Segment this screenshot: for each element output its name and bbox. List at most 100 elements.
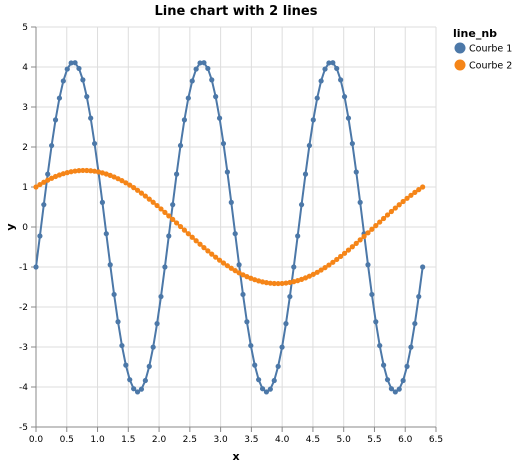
point-courbe-2[interactable] xyxy=(298,276,305,282)
point-courbe-1[interactable] xyxy=(295,233,301,239)
point-courbe-1[interactable] xyxy=(209,77,215,83)
point-courbe-2[interactable] xyxy=(287,279,293,286)
point-courbe-1[interactable] xyxy=(115,319,121,325)
point-courbe-1[interactable] xyxy=(131,386,137,392)
point-courbe-2[interactable] xyxy=(310,271,316,277)
point-courbe-1[interactable] xyxy=(291,264,297,270)
point-courbe-1[interactable] xyxy=(365,262,371,268)
point-courbe-2[interactable] xyxy=(111,174,117,180)
point-courbe-2[interactable] xyxy=(263,280,270,286)
point-courbe-1[interactable] xyxy=(404,363,410,369)
point-courbe-2[interactable] xyxy=(76,168,82,174)
point-courbe-2[interactable] xyxy=(213,254,219,260)
point-courbe-1[interactable] xyxy=(72,60,78,66)
point-courbe-1[interactable] xyxy=(400,377,406,384)
point-courbe-1[interactable] xyxy=(322,66,328,72)
point-courbe-2[interactable] xyxy=(267,280,273,286)
point-courbe-2[interactable] xyxy=(400,198,406,205)
point-courbe-1[interactable] xyxy=(314,95,320,101)
point-courbe-1[interactable] xyxy=(256,377,262,383)
point-courbe-1[interactable] xyxy=(338,77,344,83)
point-courbe-2[interactable] xyxy=(365,230,371,236)
point-courbe-1[interactable] xyxy=(259,386,266,392)
point-courbe-1[interactable] xyxy=(56,95,63,101)
point-courbe-1[interactable] xyxy=(76,65,82,72)
point-courbe-1[interactable] xyxy=(213,94,219,100)
point-courbe-1[interactable] xyxy=(228,199,234,205)
point-courbe-2[interactable] xyxy=(420,184,426,190)
point-courbe-1[interactable] xyxy=(185,95,191,101)
point-courbe-1[interactable] xyxy=(341,94,348,100)
point-courbe-2[interactable] xyxy=(224,263,230,269)
point-courbe-1[interactable] xyxy=(49,142,55,149)
point-courbe-1[interactable] xyxy=(91,140,98,147)
point-courbe-1[interactable] xyxy=(138,386,145,392)
point-courbe-1[interactable] xyxy=(134,389,141,395)
point-courbe-2[interactable] xyxy=(158,206,164,212)
point-courbe-2[interactable] xyxy=(45,177,51,183)
point-courbe-1[interactable] xyxy=(345,115,352,121)
point-courbe-2[interactable] xyxy=(115,176,121,182)
point-courbe-1[interactable] xyxy=(158,293,164,300)
point-courbe-2[interactable] xyxy=(134,187,141,193)
point-courbe-1[interactable] xyxy=(252,362,258,368)
point-courbe-2[interactable] xyxy=(318,267,324,273)
point-courbe-1[interactable] xyxy=(107,262,113,268)
point-courbe-2[interactable] xyxy=(334,256,340,263)
point-courbe-1[interactable] xyxy=(162,264,168,270)
point-courbe-2[interactable] xyxy=(392,205,398,211)
point-courbe-1[interactable] xyxy=(154,321,160,327)
point-courbe-2[interactable] xyxy=(154,202,160,209)
point-courbe-2[interactable] xyxy=(357,237,363,243)
point-courbe-1[interactable] xyxy=(142,377,148,384)
point-courbe-1[interactable] xyxy=(287,293,293,300)
point-courbe-1[interactable] xyxy=(177,142,184,149)
point-courbe-2[interactable] xyxy=(236,270,242,276)
point-courbe-1[interactable] xyxy=(318,78,324,84)
point-courbe-1[interactable] xyxy=(103,231,109,237)
point-courbe-1[interactable] xyxy=(408,344,414,350)
point-courbe-1[interactable] xyxy=(127,377,133,383)
point-courbe-2[interactable] xyxy=(271,280,277,287)
point-courbe-2[interactable] xyxy=(60,171,66,177)
point-courbe-1[interactable] xyxy=(33,264,39,270)
point-courbe-1[interactable] xyxy=(189,78,195,84)
point-courbe-1[interactable] xyxy=(119,342,125,349)
point-courbe-1[interactable] xyxy=(416,293,422,300)
point-courbe-2[interactable] xyxy=(138,190,145,196)
point-courbe-1[interactable] xyxy=(64,66,70,72)
point-courbe-1[interactable] xyxy=(357,199,363,205)
point-courbe-1[interactable] xyxy=(412,320,418,327)
point-courbe-1[interactable] xyxy=(205,65,211,72)
point-courbe-2[interactable] xyxy=(377,219,383,225)
point-courbe-2[interactable] xyxy=(291,279,297,285)
point-courbe-2[interactable] xyxy=(80,167,86,174)
point-courbe-2[interactable] xyxy=(201,245,207,251)
point-courbe-2[interactable] xyxy=(166,213,172,219)
point-courbe-1[interactable] xyxy=(170,202,176,208)
point-courbe-2[interactable] xyxy=(91,168,98,174)
point-courbe-2[interactable] xyxy=(123,180,129,186)
point-courbe-2[interactable] xyxy=(95,169,102,175)
point-courbe-2[interactable] xyxy=(381,215,387,222)
point-courbe-2[interactable] xyxy=(396,202,402,208)
point-courbe-2[interactable] xyxy=(361,233,367,239)
point-courbe-1[interactable] xyxy=(353,169,359,175)
point-courbe-2[interactable] xyxy=(322,265,328,271)
point-courbe-2[interactable] xyxy=(185,231,191,237)
point-courbe-2[interactable] xyxy=(197,241,203,247)
point-courbe-1[interactable] xyxy=(111,291,117,298)
point-courbe-1[interactable] xyxy=(88,115,94,121)
point-courbe-2[interactable] xyxy=(244,274,250,280)
point-courbe-2[interactable] xyxy=(103,171,109,177)
point-courbe-2[interactable] xyxy=(283,280,289,286)
point-courbe-2[interactable] xyxy=(181,227,188,233)
point-courbe-2[interactable] xyxy=(49,175,55,181)
point-courbe-2[interactable] xyxy=(209,251,215,257)
point-courbe-1[interactable] xyxy=(45,171,51,177)
point-courbe-2[interactable] xyxy=(338,253,344,260)
point-courbe-2[interactable] xyxy=(416,187,422,193)
point-courbe-2[interactable] xyxy=(107,172,113,178)
point-courbe-1[interactable] xyxy=(84,94,90,100)
point-courbe-1[interactable] xyxy=(244,319,250,325)
